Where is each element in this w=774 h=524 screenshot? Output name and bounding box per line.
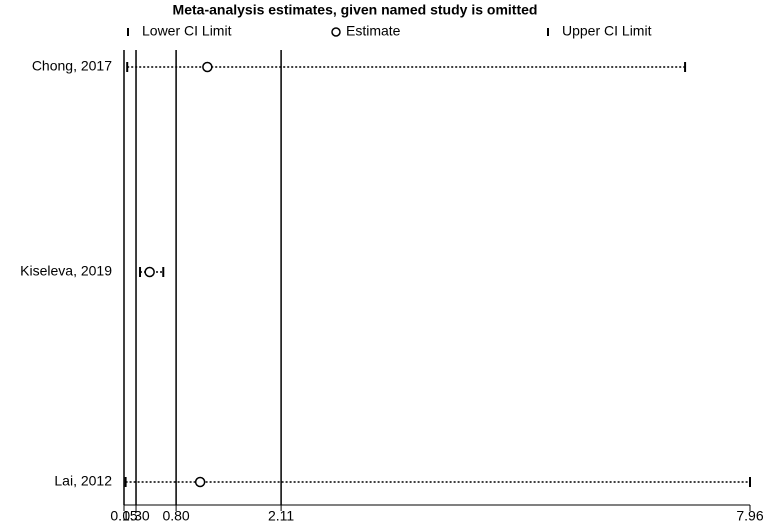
legend-symbol — [331, 27, 341, 37]
x-tick-label: 0.80 — [162, 508, 189, 524]
x-tick-label: 0.30 — [122, 508, 149, 524]
y-tick-label: Chong, 2017 — [32, 58, 112, 74]
estimate — [202, 61, 213, 73]
estimate — [194, 476, 206, 488]
legend-label: Upper CI Limit — [562, 23, 652, 39]
x-tick-label: 7.96 — [736, 508, 763, 524]
legend-label: Estimate — [346, 23, 401, 39]
legend-label: Lower CI Limit — [142, 23, 232, 39]
x-tick-label: 0.15 — [110, 508, 137, 524]
y-tick-label: Lai, 2012 — [54, 473, 112, 489]
x-tick-label: 2.11 — [268, 508, 294, 524]
y-tick-label: Kiseleva, 2019 — [20, 263, 112, 279]
estimate — [144, 266, 155, 278]
chart-title: Meta-analysis estimates, given named stu… — [173, 2, 538, 18]
